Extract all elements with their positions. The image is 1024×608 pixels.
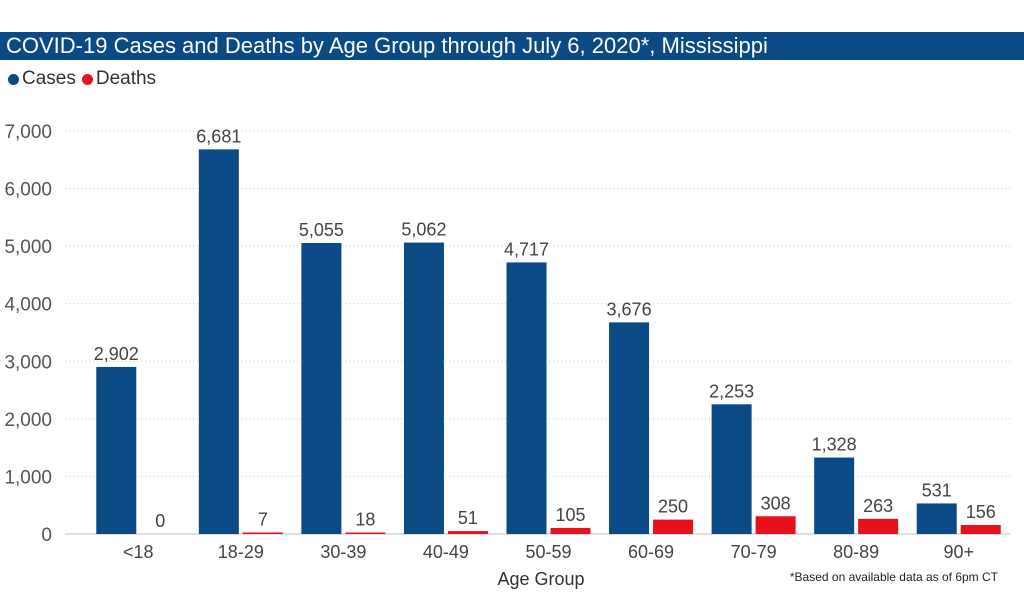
bar-cases [403,242,444,534]
bar-cases [711,404,752,534]
y-tick-label: 2,000 [4,410,52,431]
chart-title: COVID-19 Cases and Deaths by Age Group t… [0,32,1024,60]
bar-deaths [755,516,796,534]
bar-cases [506,262,547,534]
legend-swatch-deaths [81,73,93,85]
x-tick-label: <18 [123,542,154,562]
legend-item-deaths: Deaths [81,68,157,90]
bar-deaths [550,527,591,534]
legend-swatch-cases [8,73,19,85]
bar-cases [301,242,342,534]
x-tick-label: 60-69 [628,542,674,562]
y-tick-label: 7,000 [4,122,52,143]
x-axis-title: Age Group [497,569,584,589]
data-label-cases: 4,717 [504,239,549,259]
legend-label-cases: Cases [22,68,76,89]
data-label-cases: 1,328 [812,435,857,455]
legend: Cases Deaths [8,68,162,90]
bar-deaths [447,531,488,534]
data-label-deaths: 250 [658,497,688,517]
data-label-cases: 5,062 [401,220,446,240]
data-label-deaths: 7 [258,510,268,530]
y-tick-label: 3,000 [4,352,52,373]
x-tick-label: 50-59 [525,542,571,562]
data-label-cases: 6,681 [196,126,241,146]
data-label-deaths: 156 [966,502,996,522]
data-label-cases: 5,055 [299,220,344,240]
x-tick-label: 30-39 [320,542,366,562]
data-label-deaths: 0 [155,511,165,531]
y-tick-label: 1,000 [4,467,52,488]
x-tick-label: 80-89 [833,542,879,562]
x-tick-label: 18-29 [218,542,264,562]
y-tick-label: 6,000 [4,180,52,201]
data-label-deaths: 18 [355,510,375,530]
bar-deaths [242,532,283,534]
bar-deaths [960,525,1001,534]
bar-cases [609,322,650,534]
data-label-deaths: 51 [458,508,478,528]
y-tick-label: 5,000 [4,237,52,258]
bar-deaths [858,518,899,534]
data-label-deaths: 308 [761,493,791,513]
bar-cases [96,366,137,534]
data-label-cases: 2,253 [709,381,754,401]
bar-deaths [653,519,694,534]
y-tick-label: 4,000 [4,295,52,316]
data-label-cases: 2,902 [94,344,139,364]
bar-cases [814,457,855,534]
legend-label-deaths: Deaths [95,68,157,89]
bar-cases [916,503,957,534]
x-tick-label: 90+ [943,542,974,562]
x-tick-label: 40-49 [423,542,469,562]
legend-item-cases: Cases [8,68,76,90]
data-label-cases: 531 [922,480,952,500]
data-label-deaths: 105 [555,505,585,525]
y-tick-label: 0 [41,525,52,546]
data-label-deaths: 263 [863,496,893,516]
bar-cases [198,149,239,534]
footnote: *Based on available data as of 6pm CT [789,570,998,584]
data-label-cases: 3,676 [607,299,652,319]
x-tick-label: 70-79 [731,542,777,562]
bar-deaths [345,532,386,534]
